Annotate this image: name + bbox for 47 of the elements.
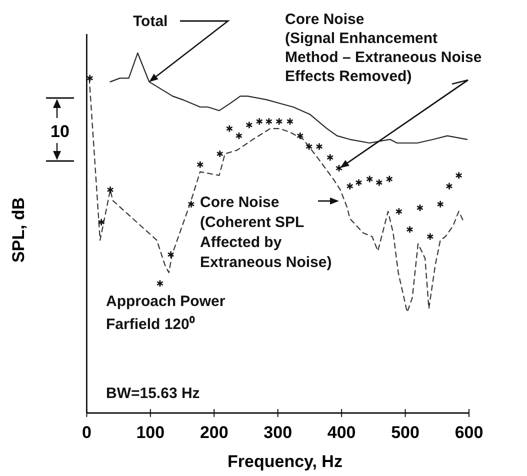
annotation: Approach Power Farfield 120⁰ [106,293,226,333]
x-tick-label: 500 [391,423,420,442]
point [366,175,374,183]
x-tick-label: 400 [327,423,356,442]
point [196,160,204,169]
x-axis-title: Frequency, Hz [228,452,342,471]
annotation: Core Noise (Signal Enhancement Method – Extraneous Noise Effects Removed) [285,11,482,85]
point [316,142,323,151]
point [376,178,383,187]
point [156,279,164,288]
point [436,200,444,208]
point [416,204,424,212]
point [395,207,402,216]
point [86,74,94,82]
x-tick-label: 300 [264,423,292,442]
point [296,132,304,140]
point [265,117,272,126]
y-axis-title: SPL, dB [9,197,28,263]
point [226,124,233,133]
x-tick-label: 100 [136,423,165,442]
point [106,186,114,194]
point [286,117,294,126]
text: Total [133,13,168,30]
point [386,175,393,183]
point [167,250,174,259]
annotation: Core Noise (Coherent SPL Affected by Extraneous Noise) [200,194,332,271]
point [406,225,414,234]
point [246,121,253,129]
x-tick-label: 200 [200,423,228,442]
point [346,182,354,190]
point [455,171,462,180]
text: 10 [50,122,70,141]
point [355,178,362,187]
x-tick-label: 600 [454,423,484,442]
point [235,132,242,140]
point [276,117,283,126]
annotation: BW=15.63 Hz [106,385,200,402]
point [256,117,263,126]
point [306,142,313,151]
point [336,164,343,172]
point [216,150,224,158]
point [446,182,453,190]
point [326,153,334,162]
point [188,200,195,208]
x-tick-label: 0 [82,423,92,442]
point [426,232,434,241]
point [98,218,105,226]
